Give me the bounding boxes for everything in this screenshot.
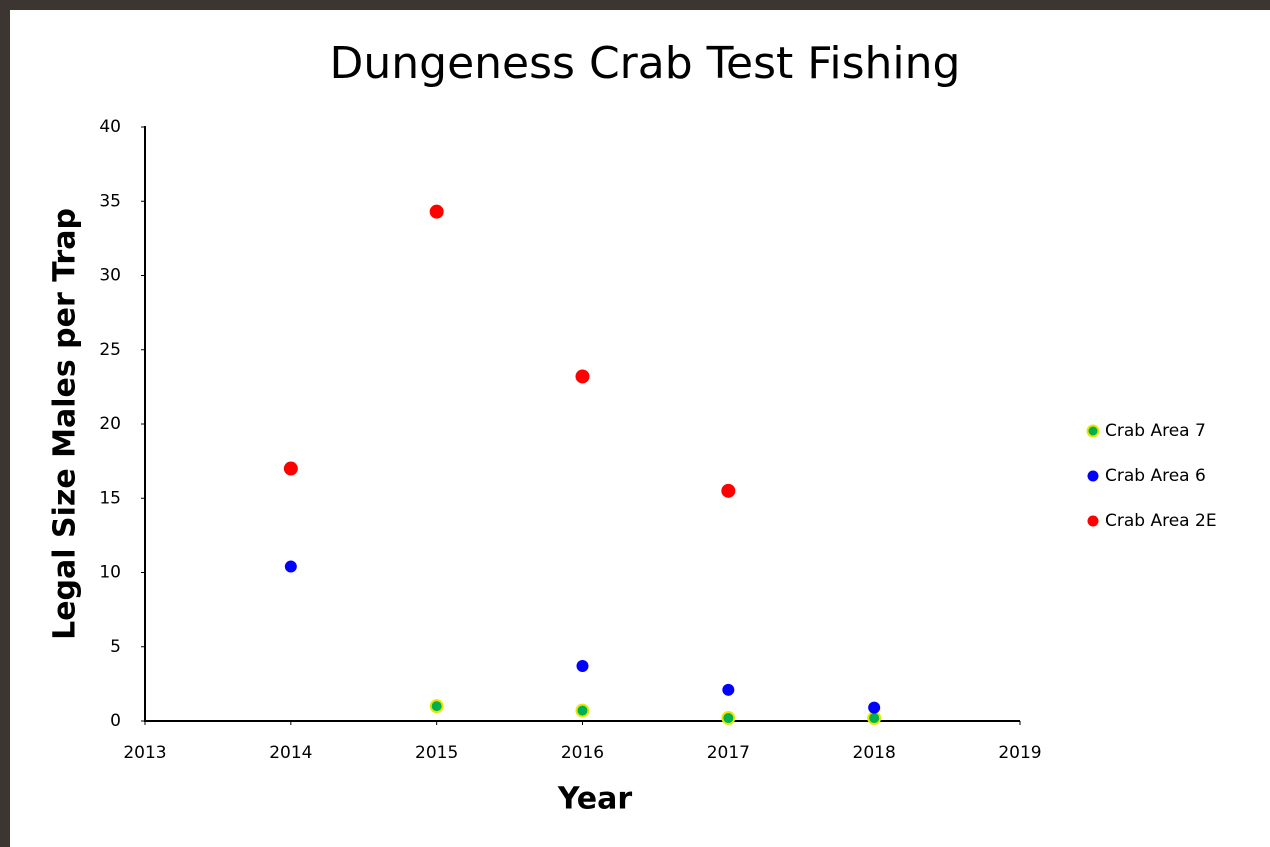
point (429, 699, 444, 714)
chart-title: Dungeness Crab Test Fishing (330, 38, 961, 89)
x-tick-label: 2016 (561, 743, 604, 763)
plot-background (10, 10, 1270, 847)
y-tick-label: 0 (110, 711, 121, 731)
x-tick-label: 2015 (415, 743, 458, 763)
y-tick-label: 35 (99, 191, 121, 211)
y-tick-label: 20 (99, 414, 121, 434)
y-tick-label: 40 (99, 117, 121, 137)
legend-marker (1086, 424, 1100, 438)
legend-label: Crab Area 7 (1105, 421, 1206, 441)
y-tick-label: 10 (99, 563, 121, 583)
legend-marker (1087, 470, 1099, 482)
y-tick-label: 5 (110, 637, 121, 657)
point (722, 683, 735, 696)
x-tick-label: 2013 (123, 743, 166, 763)
x-axis-label: Year (557, 782, 633, 817)
legend-marker (1087, 515, 1099, 527)
x-tick-label: 2019 (998, 743, 1041, 763)
y-tick-label: 25 (99, 340, 121, 360)
y-tick-label: 15 (99, 488, 121, 508)
y-tick-label: 30 (99, 266, 121, 286)
legend-label: Crab Area 6 (1105, 466, 1206, 486)
x-tick-label: 2014 (269, 743, 312, 763)
y-axis-label: Legal Size Males per Trap (48, 208, 83, 640)
point (575, 703, 590, 718)
point (721, 711, 736, 726)
point (576, 660, 589, 673)
point (868, 701, 881, 714)
point (284, 560, 297, 573)
point (721, 483, 736, 498)
point (283, 461, 298, 476)
point (575, 369, 590, 384)
x-tick-label: 2018 (853, 743, 896, 763)
point (429, 204, 444, 219)
point (867, 711, 882, 726)
legend-label: Crab Area 2E (1105, 511, 1217, 531)
x-tick-label: 2017 (707, 743, 750, 763)
